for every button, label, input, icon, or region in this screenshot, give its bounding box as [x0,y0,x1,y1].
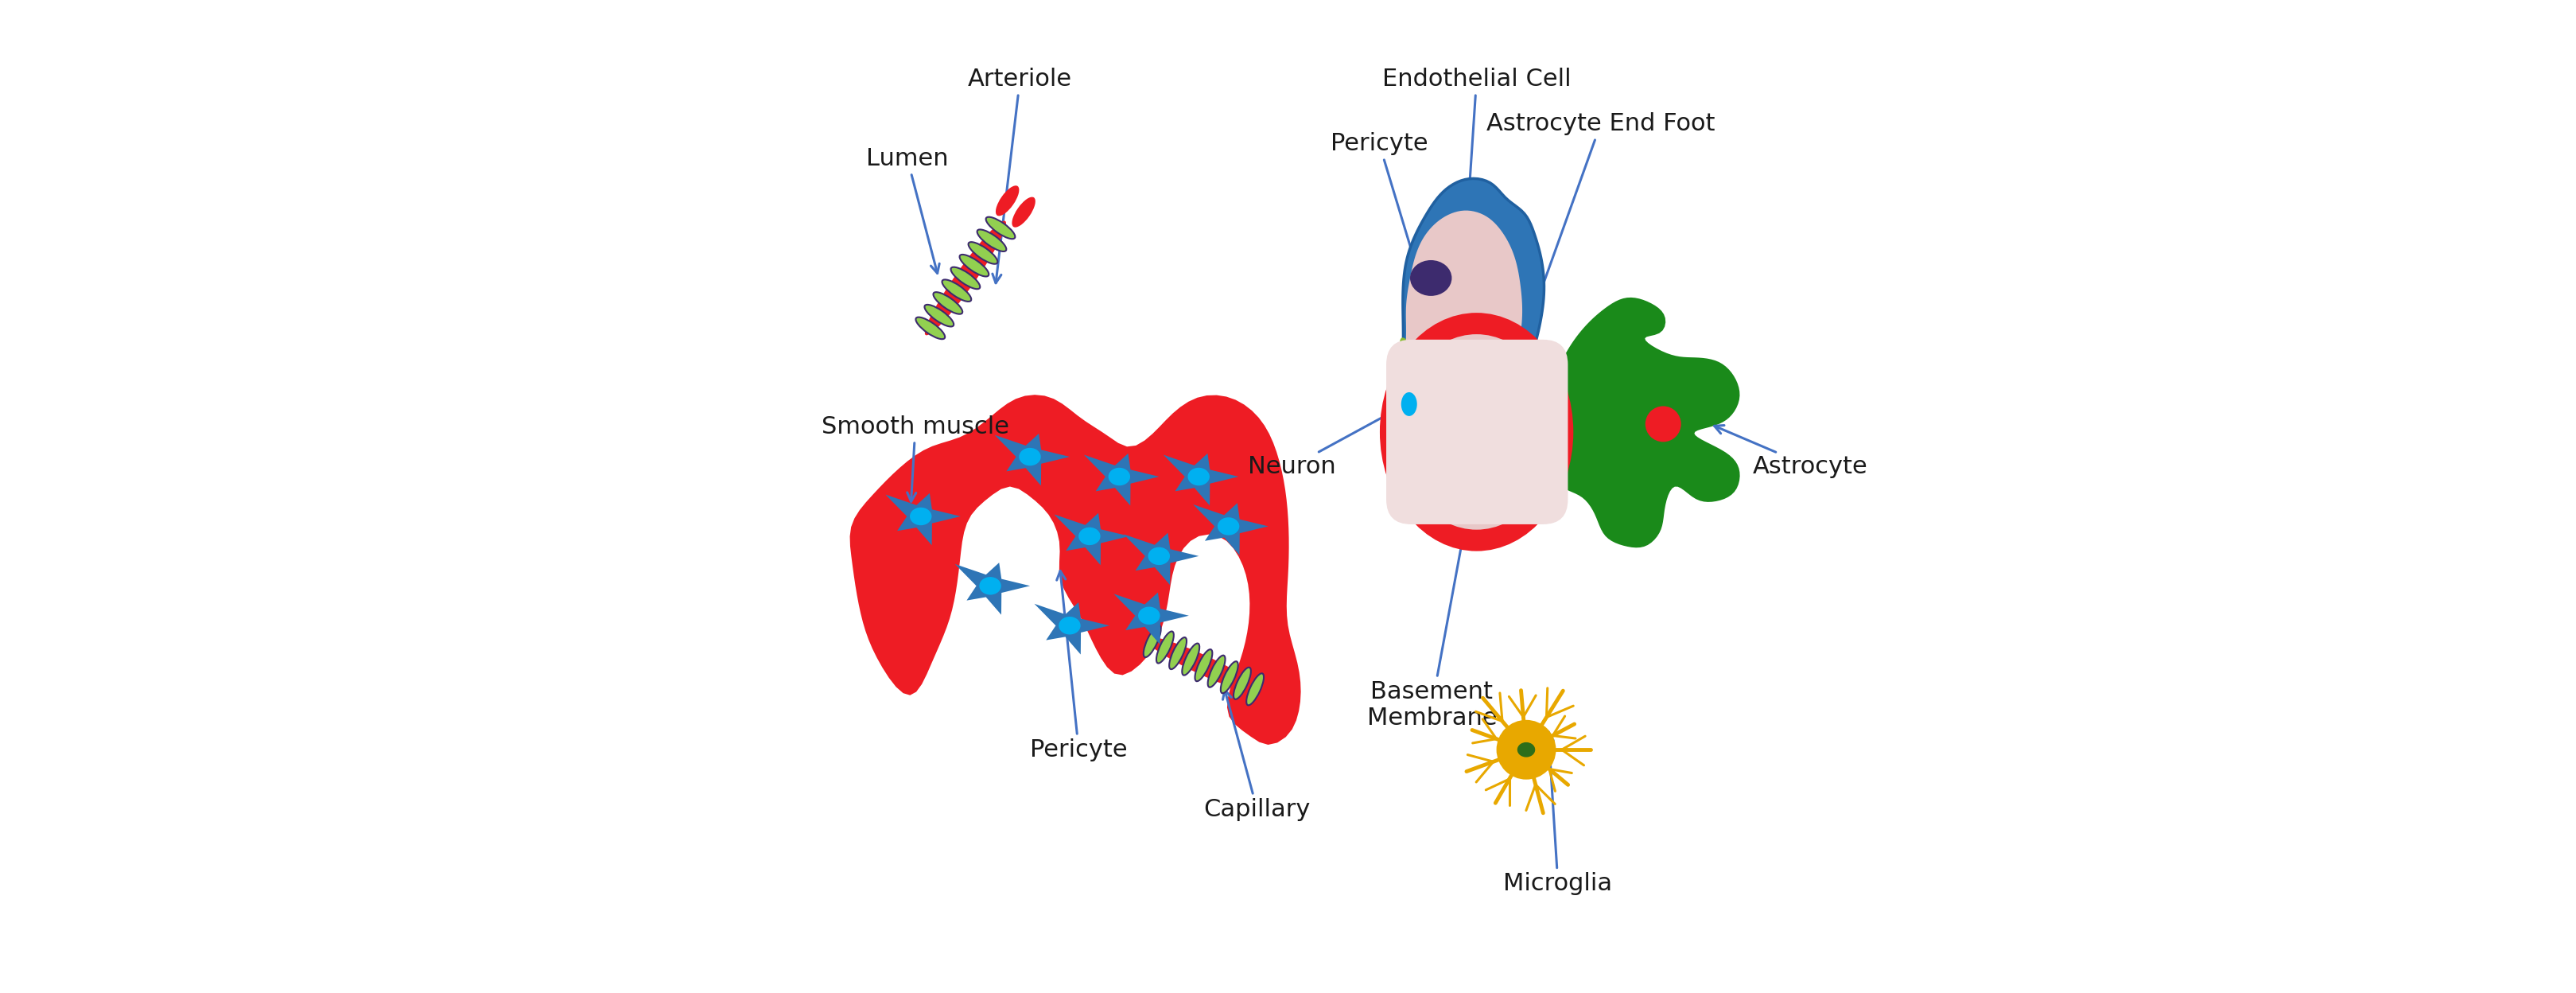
Text: Neuron: Neuron [1247,409,1396,479]
Polygon shape [1396,179,1543,538]
Ellipse shape [1401,392,1417,416]
Text: Endothelial Cell: Endothelial Cell [1383,68,1571,283]
Ellipse shape [1221,661,1239,693]
Ellipse shape [914,317,945,340]
Polygon shape [1535,298,1739,548]
Text: Astrocyte: Astrocyte [1716,425,1868,479]
Ellipse shape [969,242,997,264]
Ellipse shape [1394,397,1409,417]
Ellipse shape [1149,547,1170,565]
Text: Basement
Membrane: Basement Membrane [1368,511,1497,730]
Polygon shape [994,434,1069,486]
Text: Arteriole: Arteriole [969,68,1072,283]
Text: Pericyte: Pericyte [1030,571,1128,762]
Ellipse shape [943,280,971,302]
Polygon shape [1113,593,1190,644]
Ellipse shape [1208,655,1226,687]
Ellipse shape [1234,667,1252,699]
Polygon shape [850,395,1301,745]
Ellipse shape [909,507,933,525]
Polygon shape [1517,424,1546,492]
Ellipse shape [1012,197,1036,227]
Polygon shape [1084,454,1159,505]
Ellipse shape [1059,617,1079,635]
FancyBboxPatch shape [1386,340,1569,524]
Ellipse shape [1108,468,1131,486]
Polygon shape [1164,454,1239,505]
Ellipse shape [1079,527,1100,545]
Ellipse shape [1144,626,1162,657]
Ellipse shape [976,229,1007,251]
Ellipse shape [1257,699,1291,719]
Circle shape [1646,406,1682,442]
Polygon shape [956,563,1030,615]
Ellipse shape [1157,632,1175,663]
Polygon shape [1054,513,1128,565]
Ellipse shape [979,577,1002,595]
Text: Microglia: Microglia [1504,732,1613,896]
Ellipse shape [987,216,1015,239]
Ellipse shape [925,305,953,327]
Text: Smooth muscle: Smooth muscle [822,415,1010,501]
Polygon shape [886,494,961,545]
Polygon shape [1391,338,1412,467]
Text: Lumen: Lumen [866,147,948,273]
Ellipse shape [1170,638,1188,669]
Ellipse shape [933,292,963,314]
Circle shape [1497,720,1556,780]
Ellipse shape [1188,468,1211,486]
Ellipse shape [1265,681,1298,701]
Ellipse shape [1517,743,1535,758]
Polygon shape [1193,503,1267,555]
Ellipse shape [951,267,979,289]
Ellipse shape [961,254,989,276]
Ellipse shape [1195,649,1213,681]
Ellipse shape [1139,607,1159,625]
Ellipse shape [1182,643,1200,675]
Polygon shape [1401,211,1522,491]
Polygon shape [1123,533,1198,585]
Text: Capillary: Capillary [1203,690,1311,821]
Text: Astrocyte End Foot: Astrocyte End Foot [1486,112,1716,313]
Ellipse shape [997,186,1020,215]
Ellipse shape [1247,673,1265,705]
Ellipse shape [1020,448,1041,466]
Ellipse shape [1396,335,1556,529]
Ellipse shape [925,220,1007,336]
Ellipse shape [1218,517,1239,535]
Ellipse shape [1409,260,1453,296]
Text: Pericyte: Pericyte [1332,132,1435,323]
Polygon shape [1036,603,1110,654]
Ellipse shape [1144,637,1262,694]
Ellipse shape [1381,313,1574,551]
